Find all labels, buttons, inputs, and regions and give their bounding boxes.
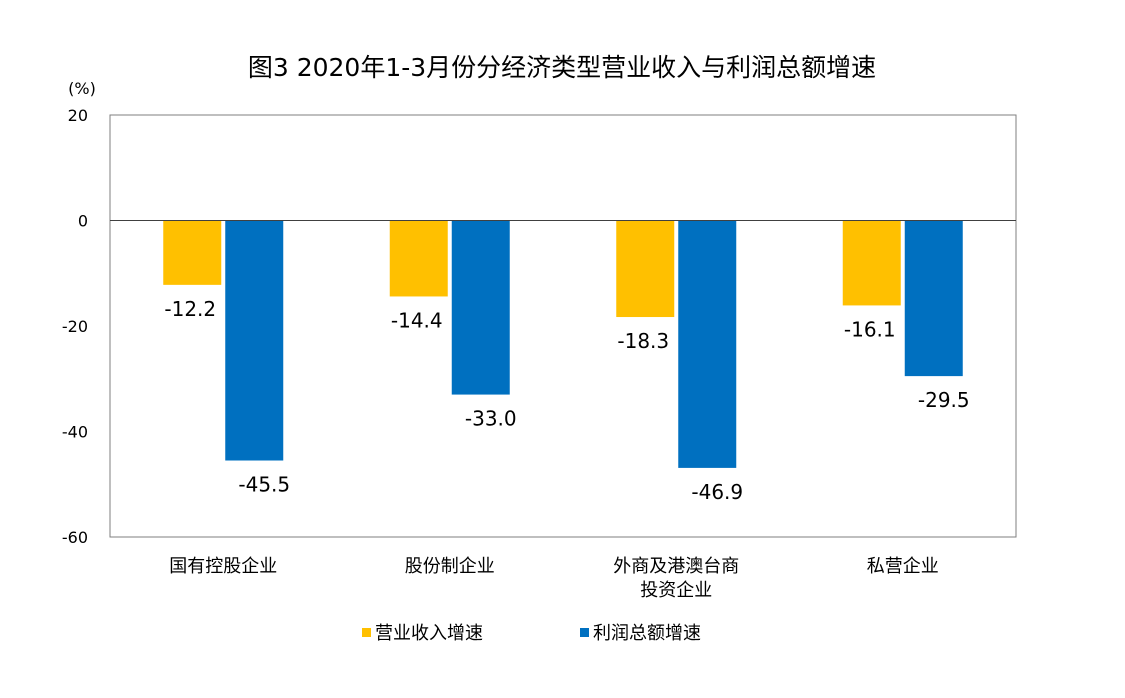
data-label: -16.1 <box>844 317 896 341</box>
y-tick-label: 20 <box>68 106 88 125</box>
x-tick-label: 投资企业 <box>640 580 712 601</box>
data-label: -33.0 <box>465 407 517 431</box>
legend-swatch-profit <box>580 628 589 637</box>
y-axis-unit-label: (%) <box>68 79 96 98</box>
data-label: -46.9 <box>691 480 743 504</box>
bar-profit-1 <box>451 220 510 395</box>
y-tick-label: -20 <box>62 317 88 336</box>
bar-revenue-3 <box>842 220 901 306</box>
data-label: -29.5 <box>918 388 970 412</box>
legend: 营业收入增速 利润总额增速 <box>362 623 701 644</box>
legend-label: 利润总额增速 <box>593 623 701 644</box>
y-tick-label: 0 <box>78 212 88 231</box>
data-labels: -12.2 -45.5 -14.4 -33.0 -18.3 -46.9 -16.1 -29.5 <box>164 297 969 504</box>
y-axis: 20 0 -20 -40 -60 <box>62 106 88 547</box>
data-label: -45.5 <box>238 473 290 497</box>
plot-area-border <box>109 114 1017 538</box>
y-tick-label: -40 <box>62 423 88 442</box>
chart-title: 图3 2020年1-3月份分经济类型营业收入与利润总额增速 <box>248 53 876 82</box>
bar-profit-0 <box>225 220 284 461</box>
bar-revenue-2 <box>616 220 675 318</box>
legend-swatch-revenue <box>362 628 371 637</box>
legend-label: 营业收入增速 <box>375 623 483 644</box>
data-label: -12.2 <box>164 297 216 321</box>
bar-revenue-0 <box>163 220 222 285</box>
x-tick-label: 外商及港澳台商 <box>613 556 739 577</box>
bars-group <box>163 220 963 468</box>
x-tick-label: 国有控股企业 <box>169 556 277 577</box>
data-label: -14.4 <box>391 308 443 332</box>
bar-revenue-1 <box>389 220 448 297</box>
y-tick-label: -60 <box>62 528 88 547</box>
x-tick-label: 股份制企业 <box>405 556 495 577</box>
bar-profit-2 <box>678 220 737 468</box>
data-label: -18.3 <box>617 329 669 353</box>
bar-profit-3 <box>904 220 963 377</box>
x-tick-label: 私营企业 <box>867 556 939 577</box>
